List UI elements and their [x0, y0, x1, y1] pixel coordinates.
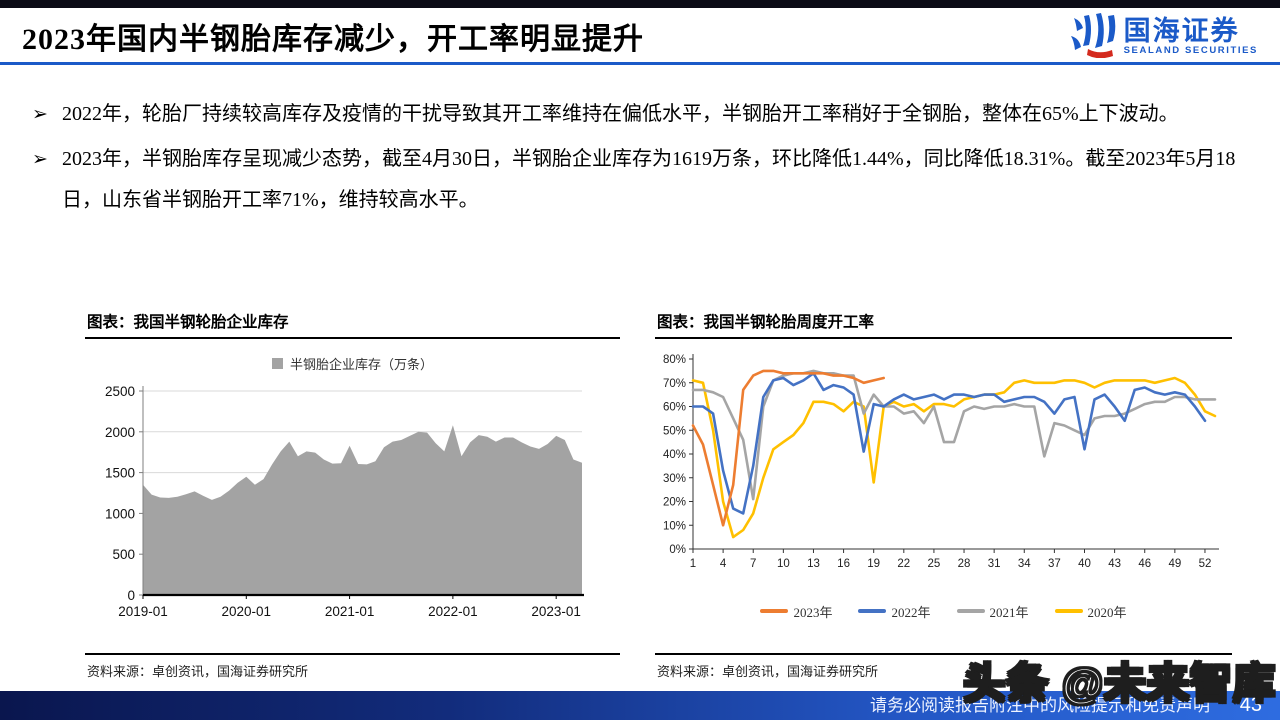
- legend-swatch-gray: [271, 357, 283, 369]
- svg-text:4: 4: [720, 558, 727, 570]
- svg-text:1000: 1000: [105, 506, 135, 521]
- chart-title-inventory: 图表：我国半钢轮胎企业库存: [85, 308, 620, 339]
- legend-dash-icon: [858, 609, 887, 613]
- bullet-text: 2023年，半钢胎库存呈现减少态势，截至4月30日，半钢胎企业库存为1619万条…: [62, 148, 1236, 211]
- svg-text:34: 34: [1018, 558, 1031, 570]
- bullet-item: ➢ 2023年，半钢胎库存呈现减少态势，截至4月30日，半钢胎企业库存为1619…: [32, 139, 1248, 221]
- svg-text:31: 31: [988, 558, 1001, 570]
- footer-disclaimer: 请务必阅读报告附注中的风险提示和免责声明: [870, 696, 1210, 715]
- bullet-arrow-icon: ➢: [32, 149, 48, 170]
- inventory-chart-panel: 图表：我国半钢轮胎企业库存 半钢胎企业库存（万条） 0 500 1000 1500 20…: [85, 308, 620, 680]
- svg-text:22: 22: [897, 558, 910, 570]
- inventory-area-chart: 0 500 1000 1500 2000 2500 2019-01 2020-01 2021-0…: [105, 384, 584, 619]
- logo-text-en: SEALAND SECURITIES: [1123, 44, 1258, 56]
- page-number: 43: [1239, 694, 1262, 716]
- legend-dash-icon: [1054, 609, 1083, 613]
- source-note: 资料来源：卓创资讯，国海证券研究所: [655, 653, 1232, 680]
- svg-text:37: 37: [1048, 558, 1061, 570]
- bullet-list: ➢ 2022年，轮胎厂持续较高库存及疫情的干扰导致其开工率维持在偏低水平，半钢胎…: [32, 94, 1248, 225]
- svg-text:10: 10: [777, 558, 790, 570]
- svg-text:30%: 30%: [663, 473, 686, 485]
- svg-text:500: 500: [112, 547, 135, 562]
- legend-dash-icon: [760, 609, 789, 613]
- bullet-item: ➢ 2022年，轮胎厂持续较高库存及疫情的干扰导致其开工率维持在偏低水平，半钢胎…: [32, 94, 1248, 135]
- page-title: 2023年国内半钢胎库存减少，开工率明显提升: [22, 23, 644, 56]
- svg-text:60%: 60%: [663, 402, 686, 414]
- inventory-legend: 半钢胎企业库存（万条）: [85, 353, 620, 373]
- legend-item: 2021年: [956, 602, 1029, 621]
- bullet-arrow-icon: ➢: [32, 104, 48, 125]
- svg-text:2020-01: 2020-01: [222, 604, 272, 619]
- source-note: 资料来源：卓创资讯，国海证券研究所: [85, 653, 620, 680]
- operating-rate-line-chart: 0% 10% 20% 30% 40% 50% 60% 70% 80% 1 4 7 10 13 16 19 22 2…: [663, 354, 1219, 570]
- svg-text:2019-01: 2019-01: [118, 604, 168, 619]
- legend-label: 2020年: [1087, 604, 1127, 620]
- legend-item: 2023年: [760, 602, 832, 621]
- svg-text:1: 1: [690, 558, 696, 570]
- svg-text:70%: 70%: [663, 378, 686, 390]
- footer-bar: 请务必阅读报告附注中的风险提示和免责声明 43: [0, 691, 1280, 720]
- legend-label: 2021年: [989, 604, 1029, 620]
- svg-text:2000: 2000: [105, 425, 135, 440]
- sealand-logo-icon: [1068, 10, 1116, 63]
- legend-label: 2023年: [793, 604, 833, 620]
- operating-rate-chart-panel: 图表：我国半钢轮胎周度开工率 0% 10% 20% 30% 40% 50% 60% 70% 80…: [655, 308, 1232, 680]
- legend-item: 2022年: [858, 602, 931, 621]
- legend-item: 2020年: [1054, 602, 1127, 621]
- svg-text:80%: 80%: [663, 354, 686, 366]
- svg-text:10%: 10%: [663, 520, 686, 532]
- svg-text:50%: 50%: [663, 425, 686, 437]
- svg-text:43: 43: [1108, 558, 1121, 570]
- svg-text:49: 49: [1168, 558, 1181, 570]
- company-logo: 国海证券 SEALAND SECURITIES: [1068, 10, 1258, 63]
- svg-text:52: 52: [1199, 558, 1212, 570]
- svg-text:0: 0: [127, 588, 135, 603]
- svg-text:46: 46: [1138, 558, 1151, 570]
- legend-label-inventory: 半钢胎企业库存（万条）: [289, 356, 433, 372]
- svg-text:28: 28: [958, 558, 971, 570]
- legend-label: 2022年: [891, 604, 931, 620]
- title-divider: [0, 62, 1280, 65]
- svg-text:13: 13: [807, 558, 820, 570]
- svg-text:0%: 0%: [669, 544, 686, 556]
- svg-text:16: 16: [837, 558, 850, 570]
- watermark: 头条 @未来智库: [962, 659, 1276, 708]
- svg-text:2023-01: 2023-01: [531, 604, 581, 619]
- operating-rate-legend: 2023年 2022年 2021年 2020年: [655, 599, 1232, 623]
- legend-dash-icon: [956, 609, 985, 613]
- svg-text:40: 40: [1078, 558, 1091, 570]
- svg-text:2021-01: 2021-01: [325, 604, 375, 619]
- svg-text:20%: 20%: [663, 497, 686, 509]
- top-bar: [0, 0, 1280, 8]
- svg-text:2022-01: 2022-01: [428, 604, 478, 619]
- svg-text:19: 19: [867, 558, 880, 570]
- bullet-text: 2022年，轮胎厂持续较高库存及疫情的干扰导致其开工率维持在偏低水平，半钢胎开工…: [62, 103, 1179, 125]
- logo-text-cn: 国海证券: [1123, 16, 1240, 47]
- svg-text:40%: 40%: [663, 449, 686, 461]
- chart-title-operating-rate: 图表：我国半钢轮胎周度开工率: [655, 308, 1232, 339]
- svg-text:1500: 1500: [105, 466, 135, 481]
- svg-text:7: 7: [750, 558, 756, 570]
- svg-text:25: 25: [928, 558, 941, 570]
- svg-text:2500: 2500: [105, 384, 135, 399]
